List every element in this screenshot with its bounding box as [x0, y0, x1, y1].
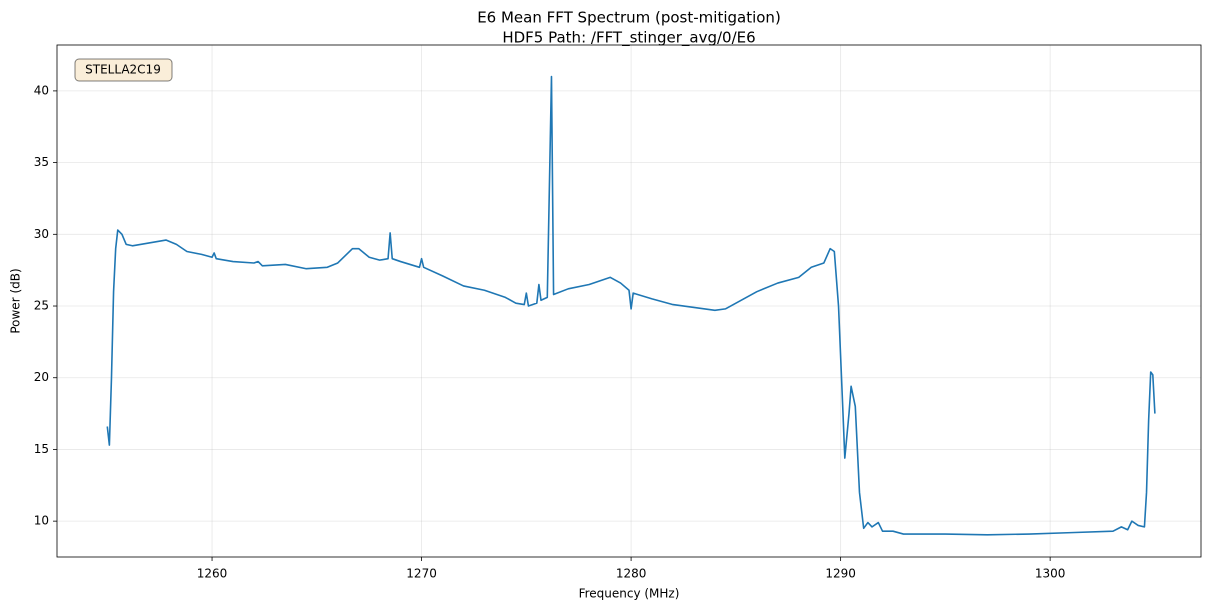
y-tick-label: 35	[34, 155, 49, 169]
y-tick-label: 15	[34, 442, 49, 456]
x-tick-label: 1300	[1035, 567, 1066, 581]
y-tick-label: 20	[34, 370, 49, 384]
y-tick-label: 10	[34, 514, 49, 528]
x-tick-label: 1260	[197, 567, 228, 581]
y-tick-label: 40	[34, 83, 49, 97]
y-tick-label: 30	[34, 227, 49, 241]
annotation: STELLA2C19	[85, 63, 161, 77]
plot-area	[57, 45, 1201, 557]
x-tick-label: 1280	[616, 567, 647, 581]
x-tick-label: 1290	[825, 567, 856, 581]
chart-title: E6 Mean FFT Spectrum (post-mitigation)	[477, 9, 781, 27]
axes-frame	[56, 44, 1202, 558]
x-tick-label: 1270	[406, 567, 437, 581]
line-series	[106, 75, 1156, 536]
annotation-box	[74, 58, 173, 82]
x-axis-label: Frequency (MHz)	[579, 587, 680, 601]
y-tick-label: 25	[34, 299, 49, 313]
y-axis-label: Power (dB)	[9, 268, 23, 333]
chart-subtitle: HDF5 Path: /FFT_stinger_avg/0/E6	[502, 29, 755, 48]
